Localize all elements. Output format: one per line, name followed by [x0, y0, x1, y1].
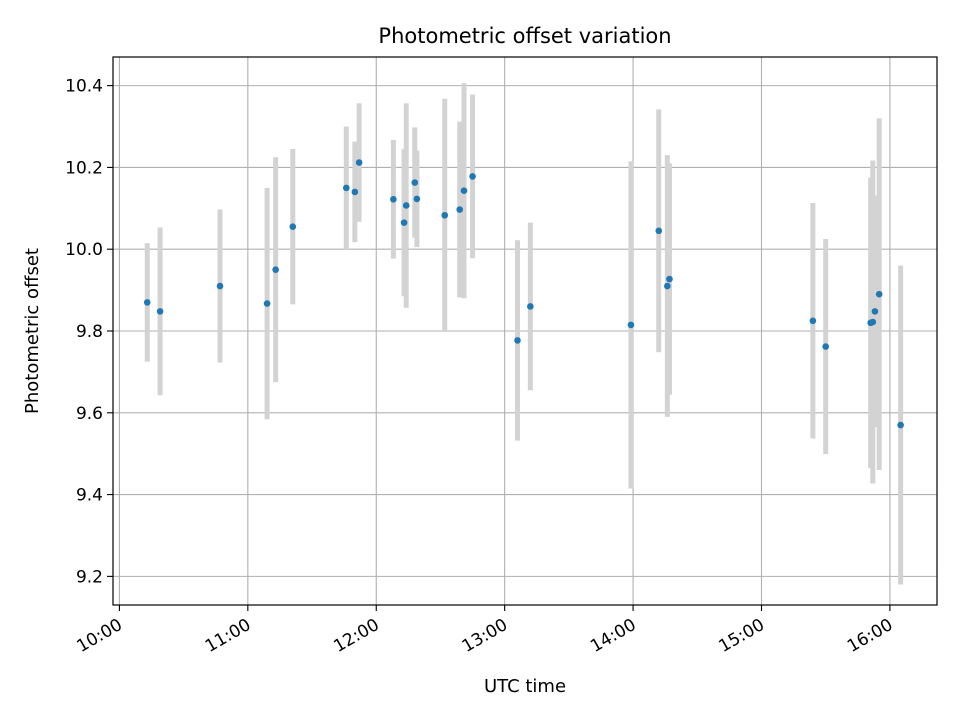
data-point — [400, 219, 408, 226]
data-point — [809, 317, 817, 325]
data-point — [441, 211, 449, 219]
data-point — [469, 173, 476, 180]
data-point — [342, 184, 350, 192]
y-tick-label: 10.4 — [65, 77, 103, 97]
data-point — [655, 227, 663, 235]
data-point — [527, 303, 534, 310]
y-tick-label: 10.2 — [65, 158, 103, 178]
data-point — [869, 318, 877, 326]
chart-title: Photometric offset variation — [378, 24, 671, 48]
y-tick-label: 9.8 — [76, 322, 103, 342]
data-point — [514, 337, 521, 344]
data-point — [627, 321, 635, 329]
data-point — [897, 421, 904, 429]
data-point — [351, 188, 359, 196]
data-point — [871, 308, 879, 315]
data-point — [156, 308, 164, 315]
data-point — [263, 300, 271, 307]
y-tick-label: 9.4 — [76, 486, 103, 506]
data-point — [875, 290, 883, 298]
data-point — [456, 206, 464, 213]
data-point — [143, 299, 151, 306]
data-point — [402, 202, 410, 209]
data-point — [822, 343, 830, 350]
y-tick-label: 9.2 — [76, 567, 103, 587]
data-point — [413, 195, 421, 203]
data-point — [390, 196, 397, 203]
y-tick-label: 9.6 — [76, 404, 103, 424]
y-axis-ticks: 9.2 9.4 9.6 9.8 10.0 10.2 10.4 — [65, 77, 113, 587]
data-point — [411, 179, 419, 186]
data-point — [289, 223, 297, 231]
data-point — [272, 266, 279, 273]
data-point — [666, 275, 673, 283]
data-points — [143, 159, 904, 429]
data-point — [355, 159, 363, 166]
data-point — [664, 282, 671, 290]
y-axis-label: Photometric offset — [22, 248, 43, 414]
data-point — [460, 187, 468, 195]
x-axis-label: UTC time — [484, 676, 566, 697]
y-tick-label: 10.0 — [65, 240, 103, 260]
data-point — [216, 282, 224, 290]
